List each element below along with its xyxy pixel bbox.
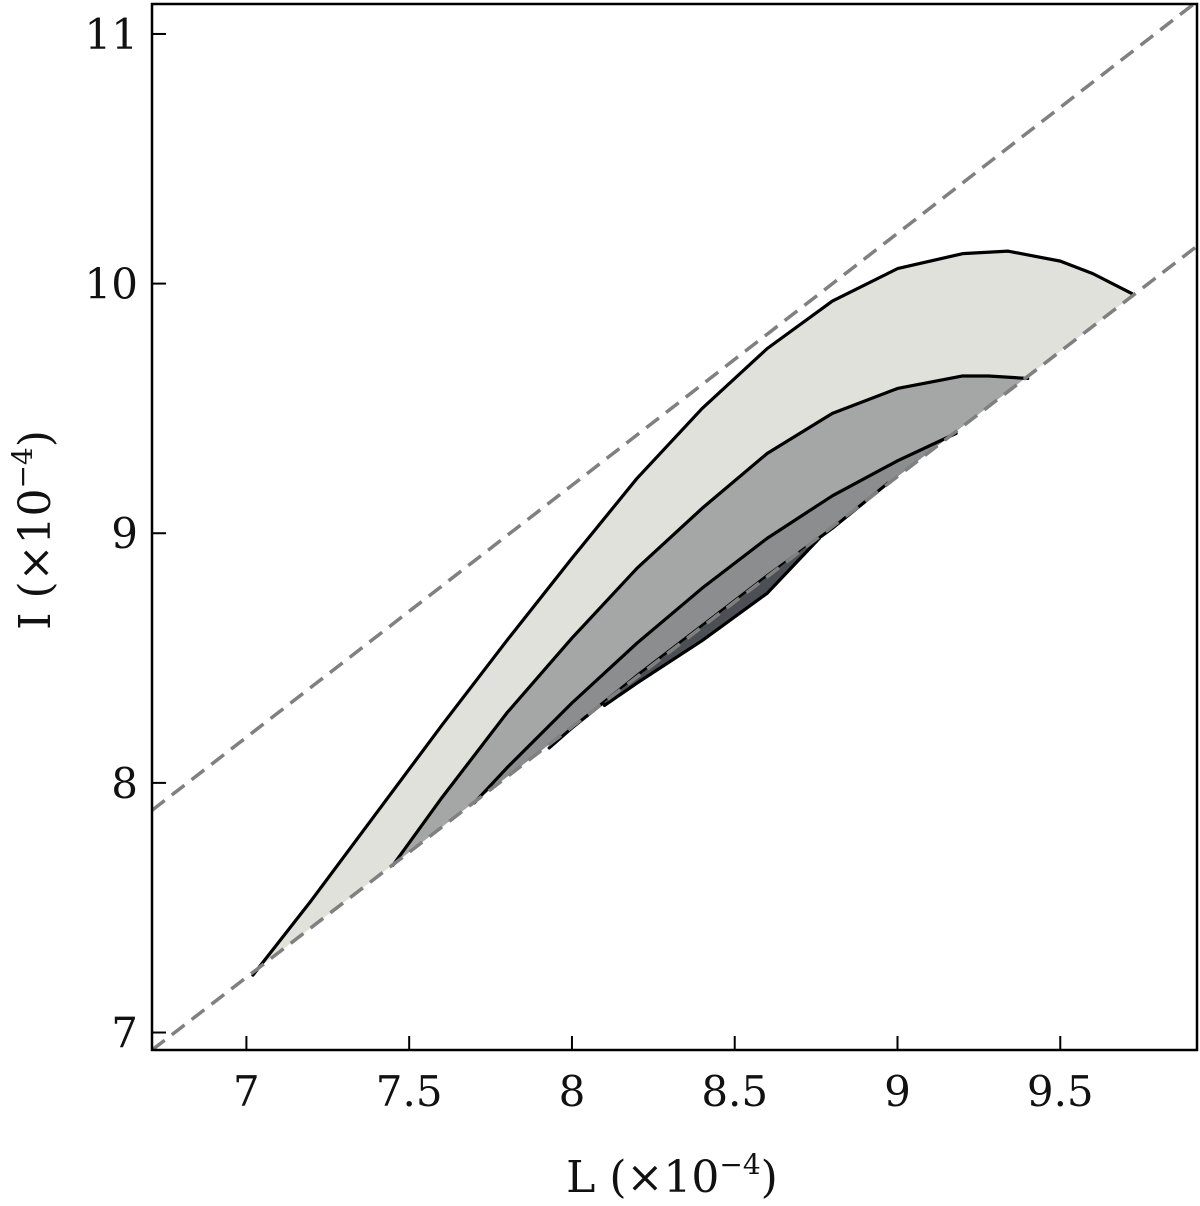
x-tick-label: 7 xyxy=(233,1067,260,1116)
x-tick-label: 8 xyxy=(559,1067,586,1116)
y-tick-label: 7 xyxy=(111,1009,138,1058)
x-tick-label: 8.5 xyxy=(701,1067,768,1116)
x-tick-label: 9 xyxy=(884,1067,911,1116)
x-axis-title: L (×10−4) xyxy=(566,1148,778,1203)
contour-regions xyxy=(251,249,1134,977)
y-tick-label: 10 xyxy=(85,260,138,309)
y-tick-label: 11 xyxy=(85,10,138,59)
axis-ticks: 7 7.5 8 8.5 9 9.5 7 8 9 10 11 xyxy=(85,10,1094,1116)
reference-lines xyxy=(152,4,1197,1050)
x-tick-label: 7.5 xyxy=(376,1067,443,1116)
y-axis-title: I (×10−4) xyxy=(6,430,61,630)
contour-line-5 xyxy=(602,536,821,708)
plot-frame xyxy=(150,2,1199,1052)
contour-line-2 xyxy=(391,374,1030,867)
dashed-reference-line-1 xyxy=(152,4,1197,812)
contour-line-1 xyxy=(251,249,1134,977)
y-tick-label: 9 xyxy=(111,509,138,558)
contour-line-3 xyxy=(472,431,958,805)
dashed-reference-line-2 xyxy=(152,244,1197,1050)
x-tick-label: 9.5 xyxy=(1027,1067,1094,1116)
y-tick-label: 8 xyxy=(111,759,138,808)
